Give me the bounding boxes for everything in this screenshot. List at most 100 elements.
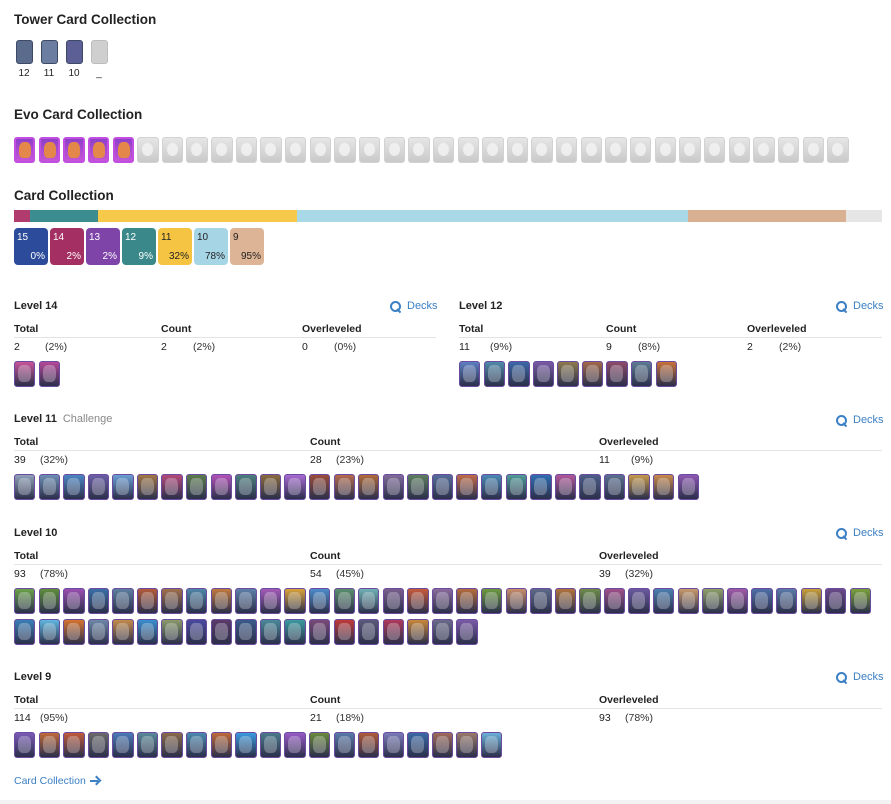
evo-card-locked[interactable] [580, 137, 603, 163]
card-icon[interactable] [259, 732, 282, 758]
card-icon[interactable] [210, 588, 233, 614]
card-icon[interactable] [333, 474, 355, 500]
card-icon[interactable] [14, 588, 36, 614]
card-icon[interactable] [407, 732, 429, 758]
card-icon[interactable] [38, 361, 60, 387]
evo-card-locked[interactable] [506, 137, 529, 163]
card-icon[interactable] [456, 619, 478, 645]
card-icon[interactable] [210, 474, 233, 500]
evo-card-owned[interactable] [112, 137, 134, 163]
level-9-decks-link[interactable]: Decks [836, 671, 884, 683]
card-icon[interactable] [505, 588, 527, 614]
card-icon[interactable] [431, 732, 454, 758]
card-icon[interactable] [581, 361, 604, 387]
card-icon[interactable] [63, 619, 85, 645]
card-icon[interactable] [38, 732, 60, 758]
card-icon[interactable] [210, 732, 233, 758]
card-icon[interactable] [235, 732, 257, 758]
card-icon[interactable] [431, 474, 454, 500]
card-icon[interactable] [849, 588, 872, 614]
card-icon[interactable] [186, 588, 208, 614]
card-icon[interactable] [284, 619, 306, 645]
evo-card-locked[interactable] [605, 137, 627, 163]
card-icon[interactable] [14, 619, 36, 645]
level-chip[interactable]: 11 32% [158, 228, 192, 265]
card-icon[interactable] [459, 361, 481, 387]
card-icon[interactable] [431, 588, 454, 614]
card-icon[interactable] [38, 474, 60, 500]
card-icon[interactable] [603, 474, 626, 500]
card-icon[interactable] [308, 732, 331, 758]
card-icon[interactable] [235, 474, 257, 500]
card-icon[interactable] [112, 474, 134, 500]
card-icon[interactable] [259, 619, 282, 645]
tower-card[interactable]: 12 [14, 40, 34, 79]
card-icon[interactable] [14, 361, 36, 387]
card-icon[interactable] [407, 474, 429, 500]
card-collection-link[interactable]: Card Collection [14, 775, 100, 787]
card-icon[interactable] [14, 474, 36, 500]
card-icon[interactable] [775, 588, 798, 614]
card-icon[interactable] [63, 732, 85, 758]
card-icon[interactable] [382, 588, 405, 614]
card-icon[interactable] [308, 474, 331, 500]
card-icon[interactable] [456, 588, 478, 614]
card-icon[interactable] [308, 588, 331, 614]
card-icon[interactable] [308, 619, 331, 645]
card-icon[interactable] [161, 619, 183, 645]
card-icon[interactable] [407, 619, 429, 645]
card-icon[interactable] [284, 588, 306, 614]
evo-card-locked[interactable] [235, 137, 258, 163]
tower-card[interactable]: 10 [64, 40, 84, 79]
level-chip[interactable]: 10 78% [194, 228, 228, 265]
level-chip[interactable]: 14 2% [50, 228, 84, 265]
evo-card-locked[interactable] [556, 137, 578, 163]
card-icon[interactable] [653, 588, 675, 614]
card-icon[interactable] [38, 619, 60, 645]
card-icon[interactable] [210, 619, 233, 645]
card-icon[interactable] [112, 619, 134, 645]
card-icon[interactable] [800, 588, 822, 614]
evo-card-owned[interactable] [63, 137, 85, 163]
card-icon[interactable] [87, 619, 110, 645]
card-icon[interactable] [702, 588, 724, 614]
card-icon[interactable] [483, 361, 505, 387]
evo-card-locked[interactable] [457, 137, 479, 163]
card-icon[interactable] [136, 588, 159, 614]
evo-card-locked[interactable] [728, 137, 750, 163]
card-icon[interactable] [358, 474, 380, 500]
card-icon[interactable] [631, 361, 653, 387]
card-icon[interactable] [333, 588, 355, 614]
card-icon[interactable] [456, 732, 478, 758]
card-icon[interactable] [508, 361, 530, 387]
card-icon[interactable] [136, 732, 159, 758]
card-icon[interactable] [382, 619, 405, 645]
evo-card-locked[interactable] [383, 137, 405, 163]
card-icon[interactable] [161, 588, 183, 614]
evo-card-locked[interactable] [137, 137, 159, 163]
card-icon[interactable] [186, 619, 208, 645]
card-icon[interactable] [628, 474, 650, 500]
level-12-decks-link[interactable]: Decks [836, 300, 884, 312]
card-icon[interactable] [14, 732, 36, 758]
evo-card-locked[interactable] [802, 137, 824, 163]
card-icon[interactable] [677, 588, 699, 614]
card-icon[interactable] [358, 732, 380, 758]
card-icon[interactable] [186, 474, 208, 500]
card-icon[interactable] [333, 619, 355, 645]
evo-card-locked[interactable] [827, 137, 849, 163]
card-icon[interactable] [677, 474, 699, 500]
card-icon[interactable] [63, 588, 85, 614]
evo-card-locked[interactable] [161, 137, 184, 163]
card-icon[interactable] [480, 474, 503, 500]
card-icon[interactable] [653, 474, 675, 500]
card-icon[interactable] [532, 361, 555, 387]
evo-card-locked[interactable] [358, 137, 381, 163]
evo-card-locked[interactable] [777, 137, 800, 163]
card-icon[interactable] [358, 619, 380, 645]
card-icon[interactable] [161, 474, 183, 500]
evo-card-locked[interactable] [679, 137, 701, 163]
card-icon[interactable] [284, 732, 306, 758]
card-icon[interactable] [87, 588, 110, 614]
card-icon[interactable] [456, 474, 478, 500]
